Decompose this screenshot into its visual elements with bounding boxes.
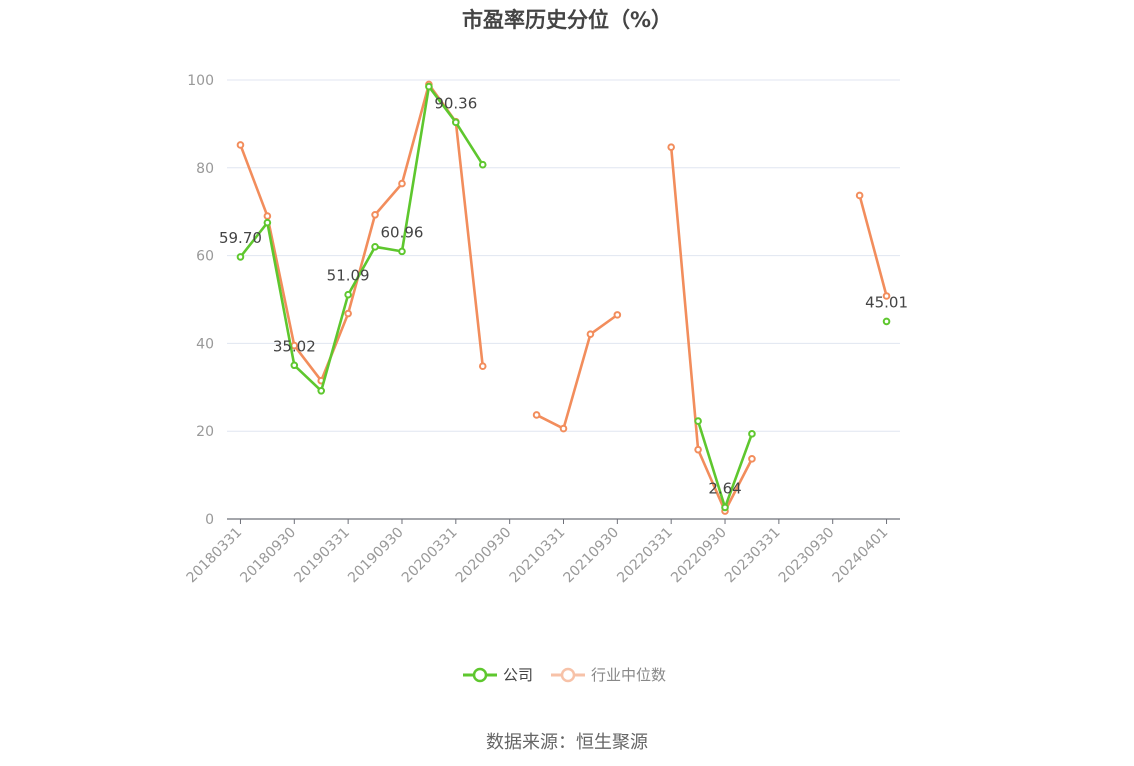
data-point xyxy=(613,311,622,319)
y-tick-label: 20 xyxy=(196,424,214,440)
series-company xyxy=(236,82,891,512)
series-industry-median xyxy=(236,80,891,515)
x-axis: 2018033120180930201903312019093020200331… xyxy=(184,518,900,587)
data-point xyxy=(748,455,756,463)
data-labels: 59.70 35.02 51.09 60.96 90.36 2.64 45.01 xyxy=(219,94,908,497)
x-tick-label: 20210331 xyxy=(507,525,569,587)
data-point xyxy=(882,317,891,326)
legend-swatch-company xyxy=(463,667,497,682)
legend-label-company: 公司 xyxy=(503,666,534,684)
legend: 公司 行业中位数 xyxy=(463,664,684,685)
x-tick-label: 20190930 xyxy=(345,525,407,587)
data-label: 51.09 xyxy=(327,267,370,285)
series-layer xyxy=(236,80,891,515)
data-point xyxy=(478,160,487,169)
data-point xyxy=(694,445,702,454)
data-point xyxy=(398,179,406,188)
data-point xyxy=(532,411,541,419)
data-point xyxy=(425,82,433,91)
data-point xyxy=(236,253,245,261)
data-point xyxy=(290,361,299,370)
y-tick-label: 80 xyxy=(196,161,214,177)
data-point xyxy=(882,292,891,300)
data-point xyxy=(344,309,352,318)
x-tick-label: 20220930 xyxy=(668,525,730,587)
x-tick-label: 20210930 xyxy=(560,525,622,587)
x-tick-label: 20240401 xyxy=(830,525,892,587)
data-point xyxy=(371,210,379,219)
data-point xyxy=(452,118,460,127)
data-label: 59.70 xyxy=(219,229,262,247)
data-source: 数据来源：恒生聚源 xyxy=(486,732,648,753)
series-line xyxy=(535,313,619,430)
data-point xyxy=(317,387,326,395)
chart-title: 市盈率历史分位（%） xyxy=(461,8,673,32)
data-label: 45.01 xyxy=(865,293,908,311)
x-tick-label: 20200331 xyxy=(399,525,461,587)
data-point xyxy=(694,417,702,425)
data-point xyxy=(855,191,864,200)
data-point xyxy=(478,362,487,371)
x-tick-label: 20180331 xyxy=(184,525,246,587)
grid-lines xyxy=(227,79,900,432)
data-point xyxy=(721,503,729,512)
series-line xyxy=(858,195,888,297)
y-tick-label: 40 xyxy=(196,336,214,352)
data-point xyxy=(263,218,272,227)
data-point xyxy=(398,247,406,256)
legend-label-industry-median: 行业中位数 xyxy=(591,666,667,684)
x-tick-label: 20220331 xyxy=(614,525,676,587)
data-point xyxy=(748,430,756,438)
legend-item-industry-median[interactable]: 行业中位数 xyxy=(551,664,666,685)
data-point xyxy=(344,290,352,299)
data-point xyxy=(263,212,272,220)
data-label: 2.64 xyxy=(708,479,741,497)
data-label: 35.02 xyxy=(273,337,316,355)
x-tick-label: 20230930 xyxy=(776,525,838,587)
y-tick-label: 0 xyxy=(205,512,214,528)
legend-item-company[interactable]: 公司 xyxy=(463,664,533,685)
y-axis: 0 20 40 60 80 100 xyxy=(187,73,214,528)
series-line xyxy=(669,147,754,513)
legend-swatch-industry-median xyxy=(551,667,586,682)
y-tick-label: 60 xyxy=(196,249,214,265)
data-label: 90.36 xyxy=(434,94,477,112)
data-point xyxy=(371,243,379,251)
data-point xyxy=(667,143,675,151)
data-point xyxy=(236,141,245,149)
x-tick-label: 20230331 xyxy=(722,525,784,587)
data-label: 60.96 xyxy=(381,223,424,241)
x-tick-label: 20190331 xyxy=(291,525,353,587)
x-tick-label: 20180930 xyxy=(237,525,299,587)
x-tick-label: 20200930 xyxy=(453,525,515,587)
data-point xyxy=(559,424,568,433)
series-line xyxy=(239,85,484,393)
data-point xyxy=(586,330,595,338)
y-tick-label: 100 xyxy=(187,73,214,89)
